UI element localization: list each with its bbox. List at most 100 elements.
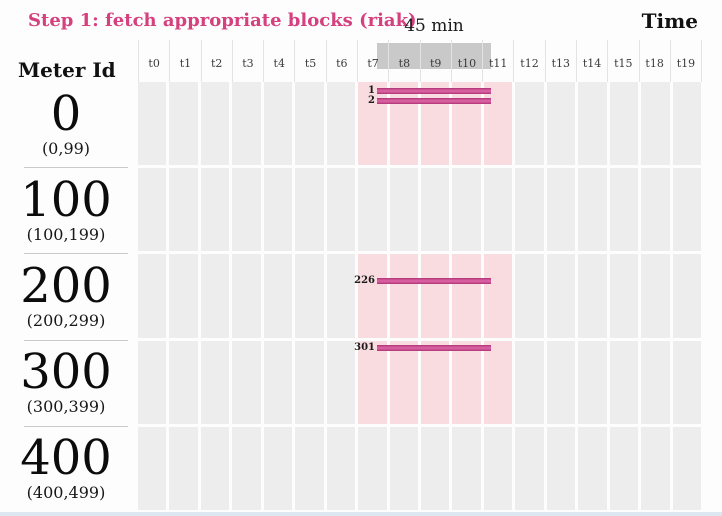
time-tick-t1: t1 (169, 40, 200, 82)
grid-cell-300-t2 (200, 340, 230, 424)
grid-cell-300-t13 (546, 340, 576, 424)
grid-cell-400-t3 (232, 426, 261, 510)
grid-cell-200-t3 (232, 254, 261, 338)
grid-cell-200-t5 (295, 254, 324, 338)
grid-cell-400-t0 (138, 426, 167, 510)
grid-cell-300-t6 (326, 340, 356, 424)
grid-cell-0-t15 (609, 82, 639, 166)
grid-cell-300-t14 (578, 340, 607, 424)
time-tick-label: t19 (676, 56, 696, 70)
grid-cell-400-t6 (326, 426, 356, 510)
time-tick-t9: t9 (419, 40, 451, 82)
time-tick-t19: t19 (669, 40, 701, 82)
time-axis-label: Time (641, 9, 698, 33)
grid-cell-100-t14 (578, 168, 607, 252)
meter-id-value: 200 (20, 257, 112, 314)
grid-cell-0-t10 (452, 82, 481, 166)
grid-cell-0-t0 (138, 82, 167, 166)
grid-cell-200-t15 (609, 254, 639, 338)
grid-cell-200-t10 (452, 254, 481, 338)
grid-cell-300-t4 (263, 340, 293, 424)
grid-cell-100-t1 (169, 168, 198, 252)
grid-cell-400-t11 (483, 426, 513, 510)
grid-cell-100-t4 (263, 168, 293, 252)
meter-row-divider (24, 253, 128, 255)
meter-row-label-300: 300 (300,399) (0, 341, 132, 424)
grid-cell-0-t6 (326, 82, 356, 166)
grid-cell-200-t8 (389, 254, 418, 338)
grid-cell-100-t2 (200, 168, 230, 252)
meter-id-range: (0,99) (41, 138, 91, 158)
grid-cell-300-t12 (515, 340, 544, 424)
grid-cell-300-t8 (389, 340, 418, 424)
grid-cell-400-t10 (452, 426, 481, 510)
meter-id-value: 0 (50, 85, 82, 142)
meter-id-range: (300,399) (26, 397, 106, 417)
grid-cell-100-t0 (138, 168, 167, 252)
grid-cell-200-t19 (672, 254, 701, 338)
grid-cell-100-t13 (546, 168, 576, 252)
meter-id-value: 300 (20, 344, 112, 401)
grid-cell-100-t10 (452, 168, 481, 252)
grid-cell-0-t11 (483, 82, 513, 166)
time-tick-label: t10 (457, 56, 477, 70)
grid-cell-300-t18 (641, 340, 670, 424)
time-tick-t8: t8 (388, 40, 419, 82)
time-tick-t11: t11 (482, 40, 513, 82)
time-tick-t4: t4 (263, 40, 294, 82)
grid-cell-400-t8 (389, 426, 418, 510)
meter-id-range: (400,499) (26, 483, 106, 503)
meter-id-value: 100 (20, 171, 112, 228)
time-tick-label: t18 (645, 56, 664, 70)
grid-cell-400-t7 (358, 426, 387, 510)
grid-cell-300-t19 (672, 340, 701, 424)
grid-cell-300-t1 (169, 340, 198, 424)
grid-cell-0-t8 (389, 82, 418, 166)
time-tick-label: t3 (242, 56, 254, 70)
grid-cell-200-t14 (578, 254, 607, 338)
grid-cell-300-t11 (483, 340, 513, 424)
grid-cell-0-t3 (232, 82, 261, 166)
grid-cell-400-t13 (546, 426, 576, 510)
meter-id-range: (200,299) (26, 310, 106, 330)
time-tick-t5: t5 (294, 40, 325, 82)
grid-cell-100-t11 (483, 168, 513, 252)
grid-cell-0-t1 (169, 82, 198, 166)
time-tick-t0: t0 (138, 40, 169, 82)
grid-cell-300-t7 (358, 340, 387, 424)
time-tick-t18: t18 (638, 40, 670, 82)
grid-cell-300-t0 (138, 340, 167, 424)
meter-row-label-100: 100 (100,199) (0, 168, 132, 251)
meter-id-axis-label: Meter Id (18, 58, 116, 82)
grid-cell-300-t15 (609, 340, 639, 424)
time-tick-label: t0 (148, 56, 160, 70)
grid-cell-400-t2 (200, 426, 230, 510)
meter-row-label-200: 200 (200,299) (0, 254, 132, 337)
time-tick-label: t8 (398, 56, 411, 70)
grid-cell-0-t5 (295, 82, 324, 166)
time-tick-t2: t2 (200, 40, 232, 82)
grid-cell-100-t3 (232, 168, 261, 252)
grid-cell-400-t5 (295, 426, 324, 510)
time-tick-t6: t6 (325, 40, 357, 82)
grid-cell-100-t18 (641, 168, 670, 252)
grid-cell-200-t7 (358, 254, 387, 338)
grid-cell-300-t5 (295, 340, 324, 424)
time-tick-t3: t3 (231, 40, 263, 82)
grid-cell-400-t14 (578, 426, 607, 510)
grid-cell-0-t2 (200, 82, 230, 166)
grid-cell-0-t4 (263, 82, 293, 166)
grid-cell-200-t11 (483, 254, 513, 338)
grid-cell-0-t14 (578, 82, 607, 166)
grid-cell-100-t12 (515, 168, 544, 252)
time-tick-t14: t14 (575, 40, 607, 82)
grid-cell-100-t5 (295, 168, 324, 252)
time-tick-label: t1 (179, 56, 192, 70)
grid-cell-400-t4 (263, 426, 293, 510)
time-tick-label: t12 (520, 56, 539, 70)
grid-cell-0-t12 (515, 82, 544, 166)
grid-cell-100-t6 (326, 168, 356, 252)
grid-cell-400-t1 (169, 426, 198, 510)
grid-cell-100-t9 (421, 168, 450, 252)
